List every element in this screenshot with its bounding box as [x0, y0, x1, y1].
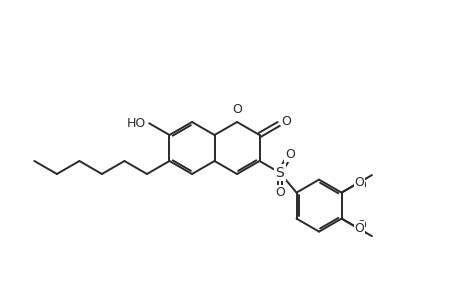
Text: O: O: [274, 186, 284, 199]
Text: O: O: [232, 103, 241, 116]
Text: O: O: [355, 219, 365, 232]
Text: O: O: [355, 179, 365, 192]
Text: O: O: [354, 176, 364, 189]
Text: O: O: [281, 116, 291, 128]
Text: S: S: [275, 166, 284, 180]
Text: HO: HO: [127, 117, 146, 130]
Text: O: O: [354, 222, 364, 235]
Text: O: O: [284, 148, 294, 161]
